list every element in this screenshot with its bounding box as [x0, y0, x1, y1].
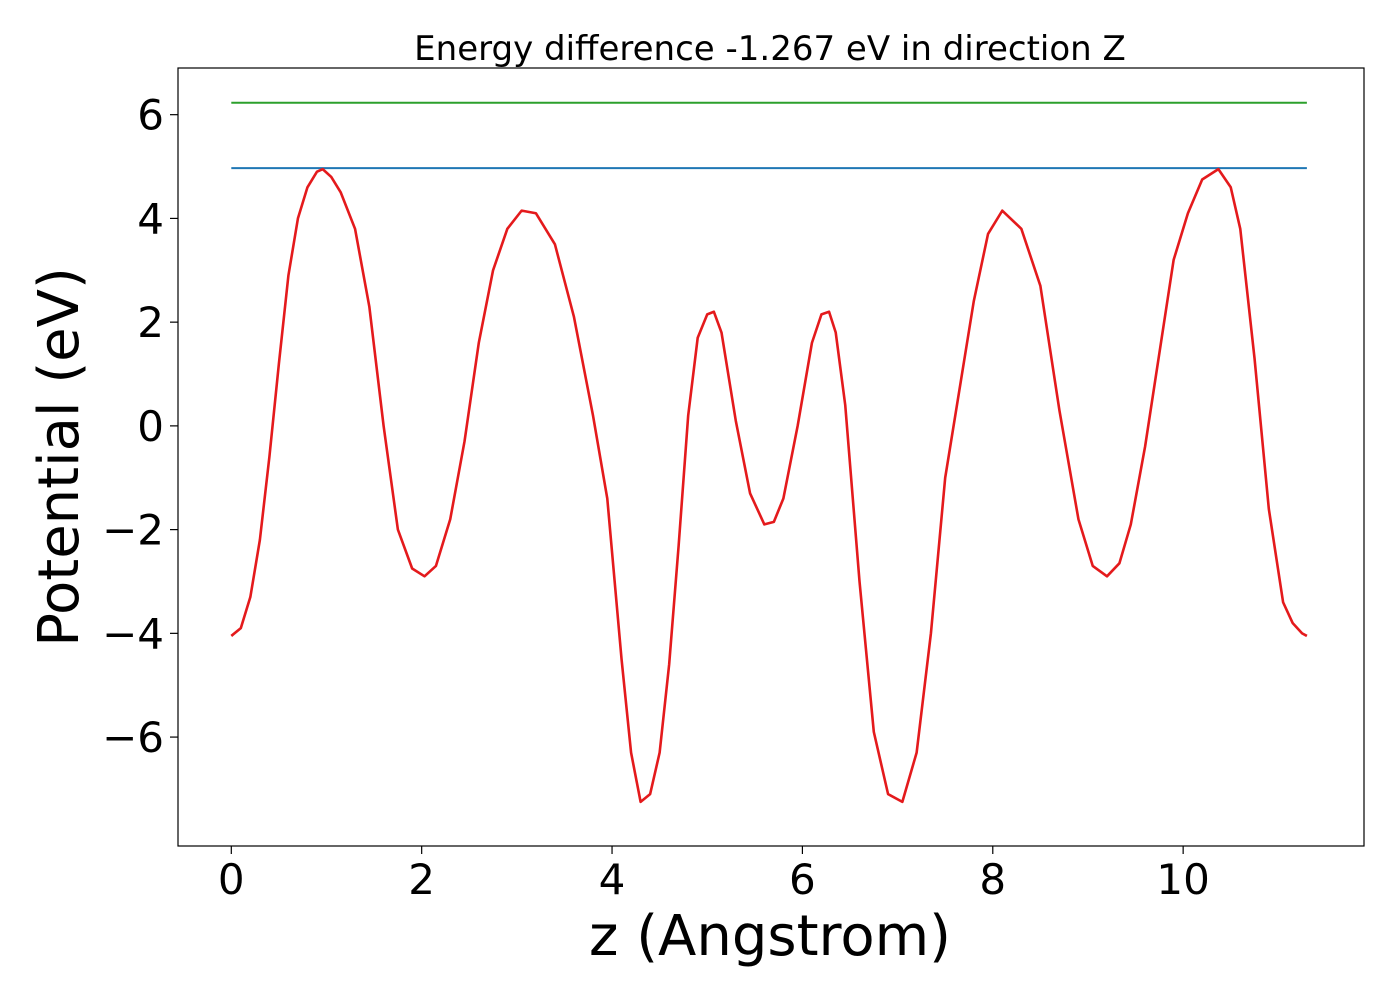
x-axis-ticks: 0 2 4 6 8 10	[218, 846, 1210, 904]
y-axis-title: Potential (eV)	[27, 267, 92, 647]
y-tick-label: 6	[137, 91, 164, 140]
y-tick-label: 0	[137, 402, 164, 451]
y-tick-label: −2	[102, 506, 164, 555]
plot-lines	[230, 101, 1308, 804]
y-tick-label: −4	[102, 609, 164, 658]
plot-frame	[177, 67, 1365, 847]
x-tick-label: 0	[218, 855, 245, 904]
x-tick-label: 2	[408, 855, 435, 904]
x-tick-label: 10	[1156, 855, 1209, 904]
chart-title: Energy difference -1.267 eV in direction…	[414, 29, 1126, 69]
x-tick-label: 8	[979, 855, 1006, 904]
x-axis-title: z (Angstrom)	[589, 904, 951, 969]
x-tick-label: 4	[599, 855, 626, 904]
y-tick-label: 4	[137, 194, 164, 243]
y-axis-ticks: −6 −4 −2 0 2 4 6	[102, 91, 178, 762]
x-tick-label: 6	[789, 855, 816, 904]
y-tick-label: 2	[137, 298, 164, 347]
series-line-2	[230, 167, 1308, 804]
y-tick-label: −6	[102, 713, 164, 762]
